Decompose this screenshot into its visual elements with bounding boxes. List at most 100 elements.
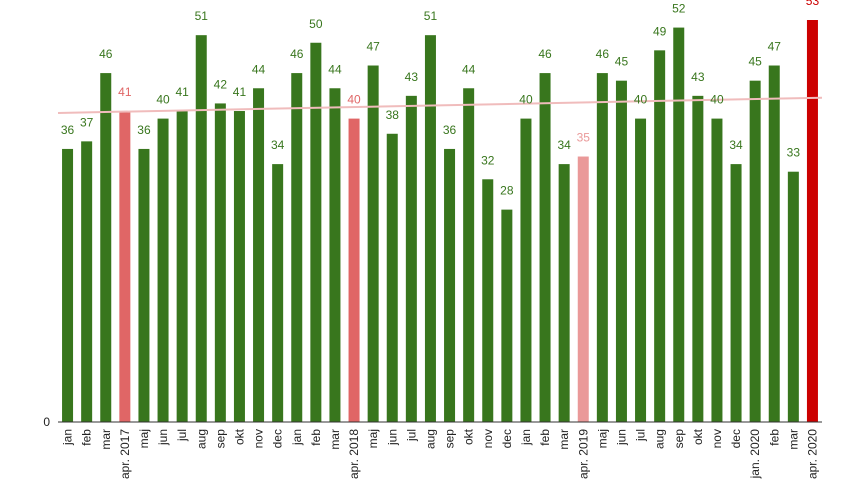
bar-4	[138, 148, 150, 422]
value-label-25: 46	[538, 47, 552, 61]
x-tick-label-19: aug	[423, 429, 437, 449]
value-label-36: 45	[748, 55, 762, 69]
bar-14	[329, 88, 341, 422]
value-label-16: 47	[366, 40, 380, 54]
x-tick-label-32: sep	[672, 429, 686, 449]
value-label-27: 35	[577, 131, 591, 145]
bar-26	[558, 164, 570, 423]
bar-7	[195, 35, 207, 423]
x-tick-label-17: jun	[385, 429, 399, 446]
x-tick-label-6: jul	[175, 429, 189, 442]
bar-10	[253, 88, 265, 422]
x-tick-label-2: mar	[99, 429, 113, 450]
bar-0	[62, 148, 74, 422]
value-label-37: 47	[768, 40, 782, 54]
value-label-21: 44	[462, 62, 476, 76]
bar-33	[692, 95, 704, 422]
bar-28	[596, 73, 608, 422]
x-tick-label-27: apr. 2019	[576, 429, 590, 479]
x-tick-label-10: nov	[252, 429, 266, 448]
value-label-6: 41	[175, 85, 189, 99]
bar-31	[654, 50, 666, 423]
x-tick-label-9: okt	[232, 428, 246, 445]
value-label-12: 46	[290, 47, 304, 61]
value-label-32: 52	[672, 2, 686, 16]
bar-18	[405, 95, 417, 422]
value-label-15: 40	[347, 93, 361, 107]
bar-1	[81, 141, 93, 423]
bar-6	[176, 111, 188, 423]
x-tick-label-37: feb	[767, 429, 781, 446]
value-label-28: 46	[596, 47, 610, 61]
x-tick-label-34: nov	[710, 429, 724, 448]
value-labels: 36 37 46 41 36 40 41 51 42 41 44 34 46 50 44 40 47 38 43 51…	[61, 0, 820, 198]
bar-21	[463, 88, 475, 422]
bar-22	[482, 179, 494, 422]
x-tick-label-11: dec	[271, 429, 285, 448]
x-tick-label-38: mar	[786, 429, 800, 450]
x-tick-label-0: jan	[61, 429, 75, 446]
x-tick-label-24: jan	[519, 429, 533, 446]
bar-29	[615, 80, 627, 423]
value-label-10: 44	[252, 62, 266, 76]
x-tick-label-36: jan. 2020	[748, 429, 762, 480]
trend-line	[57, 96, 823, 114]
value-label-26: 34	[557, 138, 571, 152]
bar-37	[768, 65, 780, 422]
x-tick-label-4: maj	[137, 429, 151, 448]
bar-23	[501, 209, 513, 422]
x-tick-label-22: nov	[481, 429, 495, 448]
x-tick-label-14: mar	[328, 429, 342, 450]
bar-17	[386, 133, 398, 422]
x-tick-label-39: apr. 2020	[805, 429, 819, 479]
x-tick-label-26: mar	[557, 429, 571, 450]
x-tick-label-16: maj	[366, 429, 380, 448]
y-tick-label-0: 0	[43, 415, 50, 429]
x-tick-label-23: dec	[500, 429, 514, 448]
x-tick-label-31: aug	[653, 429, 667, 449]
x-tick-label-1: feb	[80, 429, 94, 446]
bar-16	[367, 65, 379, 422]
value-label-3: 41	[118, 85, 132, 99]
x-tick-label-12: jan	[290, 429, 304, 446]
value-label-34: 40	[710, 93, 724, 107]
bar-5	[157, 118, 169, 422]
bar-32	[673, 27, 685, 423]
value-label-7: 51	[195, 9, 209, 23]
bar-24	[520, 118, 532, 422]
bar-9	[233, 111, 245, 423]
bar-13	[310, 42, 322, 422]
bar-15	[348, 118, 360, 422]
x-tick-label-18: jul	[404, 429, 418, 442]
value-label-29: 45	[615, 55, 629, 69]
bar-27	[577, 156, 589, 422]
value-label-35: 34	[729, 138, 743, 152]
value-label-17: 38	[386, 108, 400, 122]
value-label-33: 43	[691, 70, 705, 84]
value-label-18: 43	[405, 70, 419, 84]
value-label-22: 32	[481, 153, 495, 167]
bar-12	[291, 73, 303, 422]
bar-2	[100, 73, 112, 422]
value-label-24: 40	[519, 93, 533, 107]
value-label-5: 40	[156, 93, 170, 107]
x-tick-label-20: sep	[443, 429, 457, 449]
bar-30	[635, 118, 647, 422]
value-label-4: 36	[137, 123, 151, 137]
value-label-31: 49	[653, 24, 667, 38]
x-tick-label-33: okt	[691, 428, 705, 445]
x-tick-label-15: apr. 2018	[347, 429, 361, 479]
x-tick-labels: jan feb mar apr. 2017 maj jun jul aug sep okt nov d…	[61, 428, 820, 479]
bar-20	[444, 148, 456, 422]
x-tick-label-13: feb	[309, 429, 323, 446]
bar-11	[272, 164, 284, 423]
bar-3	[119, 111, 131, 423]
x-tick-label-3: apr. 2017	[118, 429, 132, 479]
value-label-30: 40	[634, 93, 648, 107]
value-label-1: 37	[80, 115, 94, 129]
value-label-9: 41	[233, 85, 247, 99]
x-tick-label-7: aug	[194, 429, 208, 449]
value-label-38: 33	[787, 146, 801, 160]
value-label-20: 36	[443, 123, 457, 137]
